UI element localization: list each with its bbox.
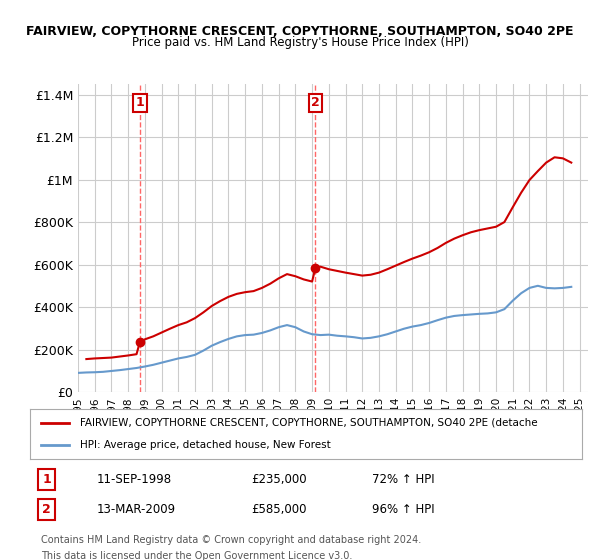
Text: 13-MAR-2009: 13-MAR-2009 bbox=[96, 503, 175, 516]
Text: 72% ↑ HPI: 72% ↑ HPI bbox=[372, 473, 435, 486]
Text: Price paid vs. HM Land Registry's House Price Index (HPI): Price paid vs. HM Land Registry's House … bbox=[131, 36, 469, 49]
Text: HPI: Average price, detached house, New Forest: HPI: Average price, detached house, New … bbox=[80, 440, 331, 450]
Text: This data is licensed under the Open Government Licence v3.0.: This data is licensed under the Open Gov… bbox=[41, 550, 352, 560]
Text: FAIRVIEW, COPYTHORNE CRESCENT, COPYTHORNE, SOUTHAMPTON, SO40 2PE (detache: FAIRVIEW, COPYTHORNE CRESCENT, COPYTHORN… bbox=[80, 418, 538, 428]
Text: FAIRVIEW, COPYTHORNE CRESCENT, COPYTHORNE, SOUTHAMPTON, SO40 2PE: FAIRVIEW, COPYTHORNE CRESCENT, COPYTHORN… bbox=[26, 25, 574, 38]
Text: 1: 1 bbox=[42, 473, 51, 486]
Text: 11-SEP-1998: 11-SEP-1998 bbox=[96, 473, 172, 486]
Text: £585,000: £585,000 bbox=[251, 503, 307, 516]
Text: 2: 2 bbox=[311, 96, 320, 109]
Text: 1: 1 bbox=[136, 96, 144, 109]
Text: £235,000: £235,000 bbox=[251, 473, 307, 486]
Text: 96% ↑ HPI: 96% ↑ HPI bbox=[372, 503, 435, 516]
Text: Contains HM Land Registry data © Crown copyright and database right 2024.: Contains HM Land Registry data © Crown c… bbox=[41, 535, 421, 545]
Text: 2: 2 bbox=[42, 503, 51, 516]
